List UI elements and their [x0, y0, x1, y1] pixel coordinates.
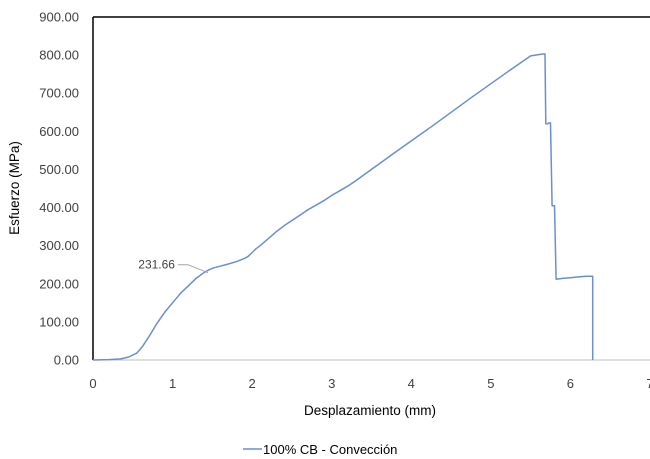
y-tick-label: 200.00 — [39, 276, 79, 291]
y-tick-label: 500.00 — [39, 162, 79, 177]
annotation-leader-line — [177, 264, 209, 274]
series-layer — [92, 53, 594, 361]
y-tick-label: 300.00 — [39, 238, 79, 253]
x-tick-label: 6 — [567, 376, 574, 391]
y-tick-label: 600.00 — [39, 124, 79, 139]
y-tick-label: 800.00 — [39, 48, 79, 63]
x-tick-label: 0 — [89, 376, 96, 391]
x-tick-labels: 0 1 2 3 4 5 6 7 — [89, 376, 650, 391]
y-tick-label: 900.00 — [39, 10, 79, 25]
y-tick-label: 100.00 — [39, 314, 79, 329]
y-tick-label: 700.00 — [39, 86, 79, 101]
y-tick-label: 0.00 — [54, 353, 79, 368]
legend: 100% CB - Convección — [243, 442, 397, 457]
annotation-label: 231.66 — [138, 258, 175, 272]
x-tick-label: 4 — [408, 376, 415, 391]
y-tick-label: 400.00 — [39, 200, 79, 215]
series-line — [92, 53, 594, 361]
y-axis-title: Esfuerzo (MPa) — [7, 141, 22, 235]
x-tick-label: 1 — [169, 376, 176, 391]
x-axis-title: Desplazamiento (mm) — [304, 403, 436, 418]
annotation-layer: 231.66 — [138, 258, 209, 274]
x-tick-label: 5 — [487, 376, 494, 391]
y-tick-labels: 0.00 100.00 200.00 300.00 400.00 500.00 600.00… — [39, 10, 79, 368]
legend-label: 100% CB - Convección — [263, 442, 397, 457]
x-tick-label: 3 — [328, 376, 335, 391]
axes — [92, 16, 650, 361]
x-tick-label: 7 — [646, 376, 650, 391]
x-tick-label: 2 — [249, 376, 256, 391]
